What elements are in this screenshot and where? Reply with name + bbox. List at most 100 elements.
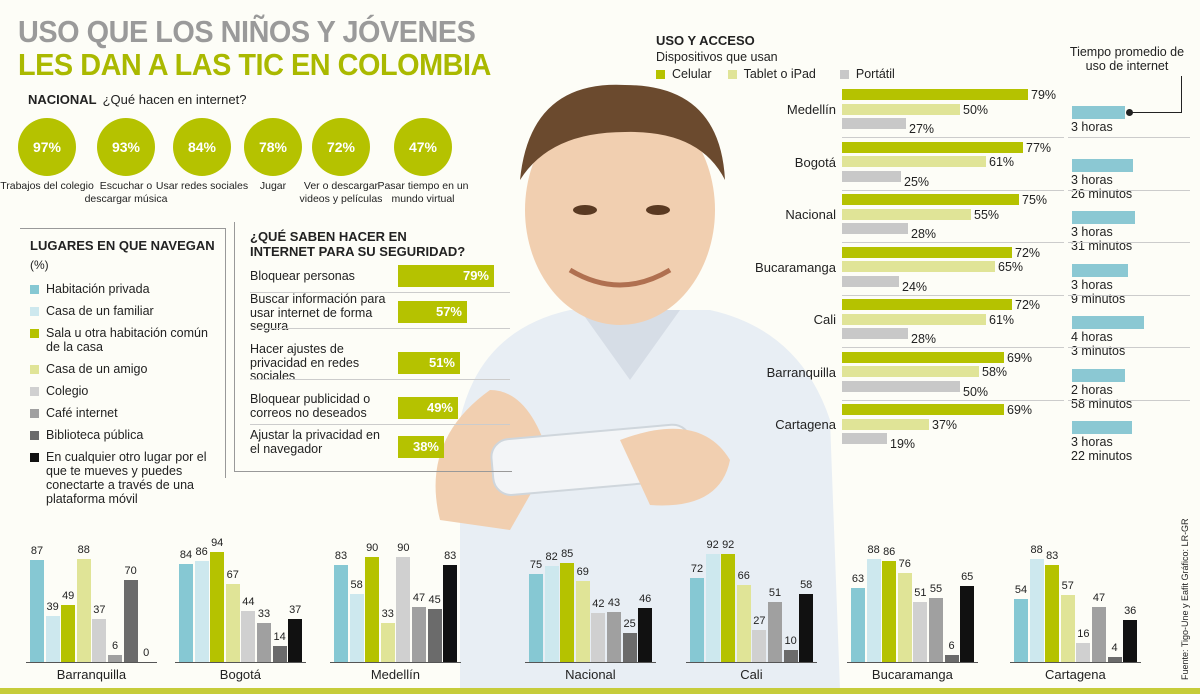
legend-swatch	[30, 365, 39, 374]
title-line-2: LES DAN A LAS TIC EN COLOMBIA	[18, 47, 491, 82]
location-value: 92	[722, 539, 735, 551]
tiempo-text: 3 horas	[1071, 120, 1113, 134]
location-value: 54	[1014, 584, 1028, 596]
activity-circle: 97%	[18, 118, 76, 176]
location-bar	[210, 552, 225, 662]
location-bar	[45, 616, 60, 662]
acceso-title: USO Y ACCESO	[656, 33, 755, 48]
seguridad-divider	[250, 328, 510, 329]
location-bar	[179, 564, 193, 662]
legend-label: Casa de un familiar	[46, 304, 154, 318]
location-value: 47	[412, 592, 426, 604]
tiempo-bar	[1072, 211, 1135, 224]
seguridad-bar: 79%	[398, 265, 494, 287]
device-value: 72%	[1015, 298, 1041, 312]
location-value: 36	[1124, 605, 1137, 617]
location-value: 58	[350, 579, 363, 591]
activity-label: Usar redes sociales	[155, 180, 249, 192]
tiempo-divider	[1068, 137, 1190, 138]
activity-circle: 78%	[244, 118, 302, 176]
location-value: 33	[257, 608, 271, 620]
legend-label: Casa de un amigo	[46, 362, 148, 376]
location-value: 83	[1046, 550, 1059, 562]
location-bar	[1092, 607, 1106, 662]
location-value: 45	[428, 594, 441, 606]
device-value: 61%	[989, 155, 1015, 169]
location-bar	[61, 605, 76, 662]
legend-swatch	[30, 285, 39, 294]
group-axis	[26, 662, 157, 663]
group-axis	[1010, 662, 1141, 663]
location-bar	[92, 619, 107, 662]
seguridad-bar: 49%	[398, 397, 458, 419]
legend-label: En cualquier otro lugar por el que te mu…	[46, 450, 207, 506]
tiempo-text: 3 horas	[1071, 225, 1113, 239]
location-bar	[1014, 599, 1028, 662]
device-value: 50%	[963, 102, 989, 117]
seguridad-label: Bloquear publicidad o correos no deseado…	[250, 392, 371, 420]
location-bar	[123, 580, 138, 662]
location-bar	[690, 578, 704, 662]
location-value: 65	[961, 571, 974, 583]
location-value: 46	[639, 593, 652, 605]
location-value: 69	[576, 566, 589, 578]
location-bar	[412, 607, 426, 662]
tiempo-pointer-v	[1181, 76, 1182, 113]
group-axis	[330, 662, 461, 663]
location-value: 4	[1111, 642, 1118, 654]
location-value: 82	[545, 551, 558, 563]
city-divider	[842, 347, 1064, 348]
tiempo-pointer-dot	[1126, 109, 1133, 116]
seguridad-frame-left	[234, 222, 235, 472]
location-value: 72	[690, 563, 704, 575]
location-value: 44	[242, 596, 255, 608]
location-value: 6	[948, 640, 955, 652]
legend-swatch	[839, 70, 849, 79]
location-bar	[1029, 559, 1044, 662]
device-value: 79%	[1031, 88, 1057, 102]
device-bar	[842, 261, 995, 272]
city-divider	[842, 294, 1064, 296]
activity-label: Jugar	[259, 180, 287, 192]
legend-item: Colegio	[30, 384, 222, 398]
group-label: Bucaramanga	[871, 667, 953, 682]
city-label: Cali	[813, 312, 836, 327]
nacional-question: ¿Qué hacen en internet?	[102, 92, 247, 107]
location-bar	[929, 598, 943, 662]
device-value: 28%	[911, 227, 937, 241]
location-value: 90	[366, 542, 379, 554]
location-value: 16	[1077, 628, 1090, 640]
location-value: 83	[334, 550, 348, 562]
location-value: 63	[851, 573, 865, 585]
device-value: 25%	[904, 174, 930, 189]
city-divider	[842, 242, 1064, 243]
location-value: 10	[784, 635, 797, 647]
group-label: Medellín	[370, 667, 420, 682]
device-bar	[842, 246, 1012, 258]
device-value: 75%	[1022, 193, 1048, 207]
seguridad-label: Bloquear personas	[250, 269, 355, 283]
bottom-rule	[0, 688, 1200, 694]
legend-swatch	[30, 409, 39, 418]
source-note: Fuente: Tigo-Une y Eafit Gráfico: LR-GR	[1180, 518, 1190, 680]
activity-label: Pasar tiempo en un mundo virtual	[377, 180, 469, 205]
device-value: 69%	[1007, 350, 1033, 365]
device-bar	[842, 366, 979, 377]
location-bar	[288, 619, 303, 662]
legend-label: Tablet o iPad	[743, 67, 816, 81]
legend-label: Habitación privada	[46, 282, 150, 296]
group-axis	[175, 662, 306, 663]
tiempo-title: Tiempo promedio de uso de internet	[1069, 45, 1185, 73]
seguridad-divider	[250, 379, 510, 380]
group-label: Bogotá	[219, 667, 261, 682]
location-bar	[257, 623, 271, 662]
location-value: 83	[444, 550, 457, 562]
location-value: 75	[529, 559, 543, 571]
device-bar	[842, 208, 971, 220]
legend-swatch	[30, 307, 39, 316]
legend-label: Sala u otra habitación común de la casa	[46, 326, 208, 354]
group-axis	[686, 662, 817, 663]
location-bar	[1045, 565, 1060, 662]
location-value: 66	[737, 570, 750, 582]
device-value: 65%	[998, 260, 1024, 274]
